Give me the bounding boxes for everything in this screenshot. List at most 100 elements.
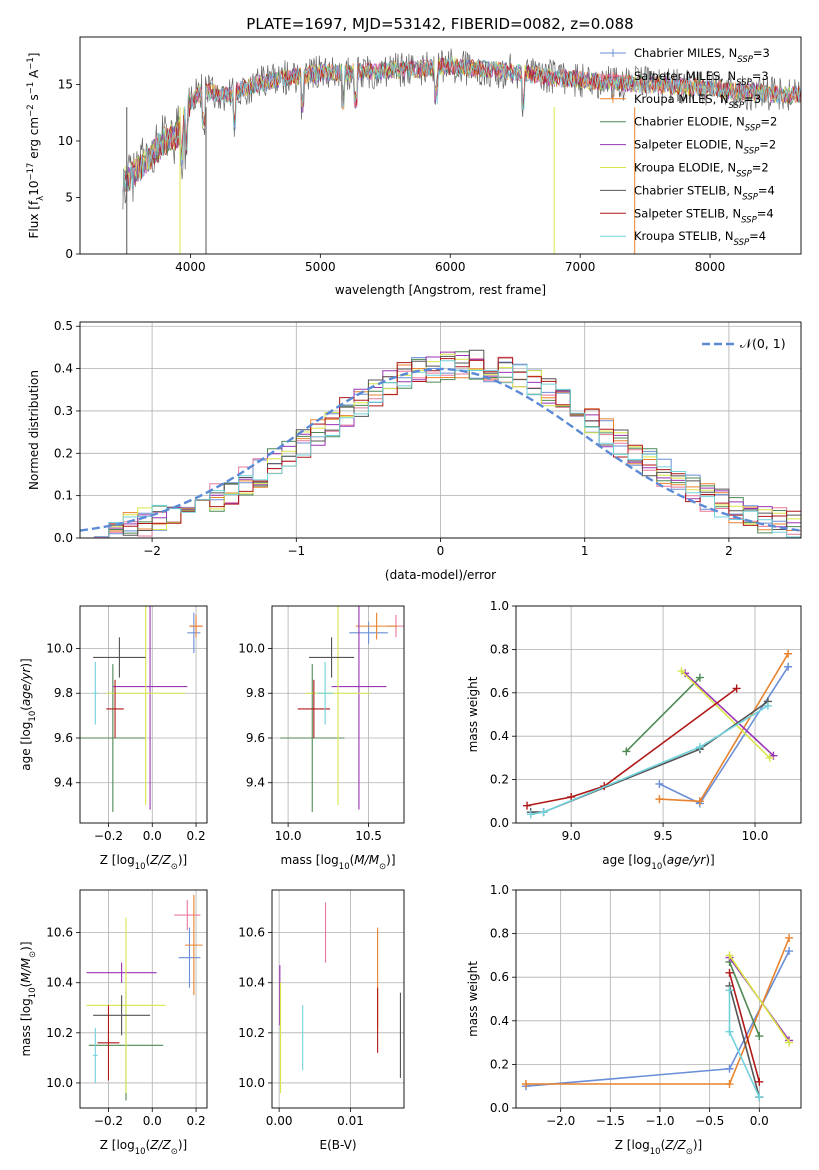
y-tick-label: 10.4 bbox=[238, 976, 265, 990]
x-tick-label: 5000 bbox=[305, 260, 336, 274]
x-tick-label: −0.2 bbox=[94, 1114, 123, 1128]
series-line bbox=[659, 653, 789, 803]
axes-frame bbox=[515, 889, 802, 1109]
legend-entry: Kroupa ELODIE, NSSP=2 bbox=[634, 161, 769, 180]
y-axis-label: mass [log10(M/M⊙)] bbox=[19, 941, 38, 1056]
data-point bbox=[785, 947, 794, 956]
data-point bbox=[755, 1032, 764, 1041]
series-line bbox=[728, 985, 761, 1098]
x-tick-label: 2 bbox=[725, 544, 733, 558]
x-tick-label: 9.0 bbox=[562, 829, 581, 843]
y-tick-label: 9.8 bbox=[246, 686, 265, 700]
x-tick-label: 0.0 bbox=[750, 1114, 769, 1128]
y-tick-label: 5 bbox=[65, 190, 73, 204]
y-tick-label: 10.4 bbox=[46, 976, 73, 990]
x-axis-label: E(B-V) bbox=[319, 1138, 356, 1152]
y-tick-label: 0.2 bbox=[490, 1057, 509, 1071]
x-tick-label: 10.5 bbox=[355, 829, 382, 843]
y-tick-label: 10.0 bbox=[46, 1076, 73, 1090]
histogram-series bbox=[80, 360, 801, 538]
y-axis-label: mass weight bbox=[466, 961, 480, 1037]
data-point bbox=[785, 1038, 794, 1047]
data-point bbox=[732, 684, 741, 693]
data-point bbox=[725, 1027, 734, 1036]
y-tick-label: 0.2 bbox=[54, 446, 73, 460]
data-point bbox=[567, 792, 576, 801]
y-tick-label: 0.3 bbox=[54, 404, 73, 418]
x-tick-label: −1 bbox=[287, 544, 305, 558]
plot-area bbox=[86, 895, 203, 1101]
legend: 𝒩(0, 1) bbox=[702, 336, 786, 351]
x-tick-label: 4000 bbox=[175, 260, 206, 274]
y-tick-label: 9.6 bbox=[246, 731, 265, 745]
x-tick-label: −2 bbox=[143, 544, 161, 558]
data-point bbox=[523, 801, 532, 810]
x-axis-label: age [log10(age/yr)] bbox=[602, 853, 714, 872]
y-tick-label: 0.0 bbox=[490, 1101, 509, 1115]
x-axis-label: Z [log10(Z/Z⊙)] bbox=[100, 1138, 188, 1157]
y-tick-label: 10.2 bbox=[238, 1026, 265, 1040]
legend: Chabrier MILES, NSSP=3 Salpeter MILES, NS… bbox=[600, 46, 777, 248]
plot-area bbox=[521, 933, 794, 1102]
gaussian-curve bbox=[80, 367, 801, 532]
legend-entry: Kroupa MILES, NSSP=3 bbox=[634, 92, 761, 111]
plot-area bbox=[280, 606, 404, 812]
x-tick-label: 10.0 bbox=[275, 829, 302, 843]
x-axis-label: Z [log10(Z/Z⊙)] bbox=[615, 1138, 703, 1157]
x-tick-label: 0.2 bbox=[187, 1114, 206, 1128]
y-tick-label: 1.0 bbox=[490, 599, 509, 613]
y-tick-label: 10.6 bbox=[46, 926, 73, 940]
data-point bbox=[725, 951, 734, 960]
data-point bbox=[785, 933, 794, 942]
y-tick-label: 15 bbox=[58, 77, 73, 91]
plot-area bbox=[122, 48, 801, 254]
x-tick-label: 6000 bbox=[435, 260, 466, 274]
y-tick-label: 9.8 bbox=[54, 686, 73, 700]
axes-frame bbox=[515, 605, 802, 824]
y-tick-label: 10 bbox=[58, 134, 73, 148]
data-point bbox=[695, 743, 704, 752]
y-tick-label: 9.4 bbox=[246, 776, 265, 790]
spectrum-line bbox=[122, 57, 801, 196]
x-tick-label: 0.0 bbox=[143, 829, 162, 843]
axes-frame bbox=[79, 605, 208, 824]
panel-age_vs_Z: −0.2 0.0 0.2 9.4 9.6 9.8 10.0 Z [log10(Z/Z⊙)] ag… bbox=[19, 605, 208, 872]
y-tick-label: 0.0 bbox=[490, 816, 509, 830]
panel-age_vs_mass: 10.0 10.5 9.4 9.6 9.8 10.0 mass [log10(M/M⊙)] bbox=[238, 605, 405, 872]
data-point bbox=[784, 649, 793, 658]
data-point bbox=[725, 968, 734, 977]
series-line bbox=[625, 677, 701, 752]
data-point bbox=[784, 662, 793, 671]
legend-entry: Salpeter MILES, NSSP=3 bbox=[634, 69, 769, 88]
panel-weight_vs_Z: −2.0 −1.5 −1.0 −0.5 0.0 0.0 0.2 0.4 0.6 0.8 1.0 Z [… bbox=[466, 883, 802, 1157]
panel-weight_vs_age: 9.0 9.5 10.0 0.0 0.2 0.4 0.6 0.8 1.0 age [log10(a… bbox=[466, 599, 802, 872]
legend-entry: Salpeter ELODIE, NSSP=2 bbox=[634, 138, 776, 157]
x-tick-label: −0.2 bbox=[94, 829, 123, 843]
y-tick-label: 10.0 bbox=[238, 642, 265, 656]
series-line bbox=[525, 950, 790, 1087]
data-point bbox=[655, 795, 664, 804]
axes-frame bbox=[271, 889, 405, 1109]
plot-area bbox=[523, 649, 793, 819]
data-point bbox=[539, 808, 548, 817]
y-axis-label: Flux [fλ10−17 erg cm−2 s−1 A−1] bbox=[26, 53, 46, 239]
data-point bbox=[725, 1080, 734, 1089]
plot-area bbox=[80, 349, 801, 538]
panel-mass_vs_Z: −0.2 0.0 0.2 10.0 10.2 10.4 10.6 Z [log10(Z/Z⊙)… bbox=[19, 889, 208, 1157]
plot-area bbox=[279, 902, 401, 1093]
y-tick-label: 0.4 bbox=[54, 362, 73, 376]
y-tick-label: 0.4 bbox=[490, 729, 509, 743]
data-point bbox=[695, 797, 704, 806]
series-line bbox=[684, 672, 774, 757]
spectrum-line bbox=[122, 57, 801, 195]
panel-mass_vs_ebv: 0.00 0.01 10.0 10.2 10.4 10.6 E(B-V) bbox=[238, 889, 405, 1152]
x-tick-label: −2.0 bbox=[546, 1114, 575, 1128]
legend-entry: Chabrier MILES, NSSP=3 bbox=[634, 46, 770, 65]
x-axis-label: wavelength [Angstrom, rest frame] bbox=[335, 283, 546, 297]
x-tick-label: 7000 bbox=[565, 260, 596, 274]
data-point bbox=[763, 701, 772, 710]
y-axis-label: mass weight bbox=[466, 676, 480, 752]
y-tick-label: 0.8 bbox=[490, 642, 509, 656]
y-tick-label: 0 bbox=[65, 247, 73, 261]
